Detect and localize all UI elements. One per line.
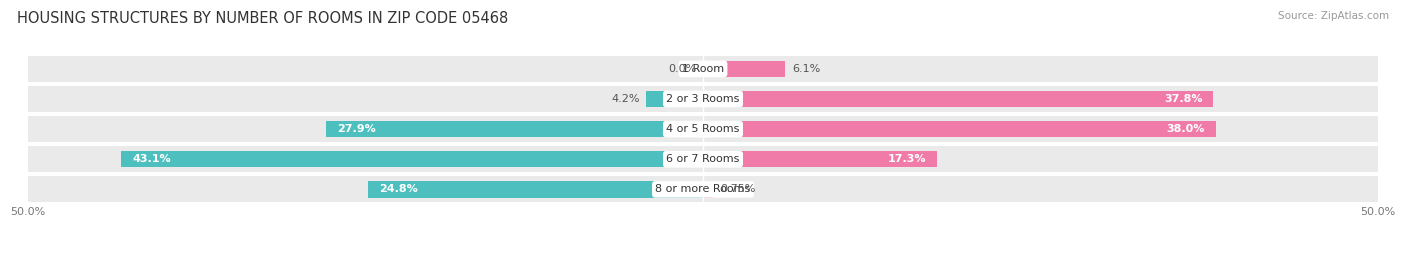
Bar xyxy=(28,56,1378,82)
Bar xyxy=(121,151,703,167)
Text: 43.1%: 43.1% xyxy=(132,154,170,164)
Text: 6 or 7 Rooms: 6 or 7 Rooms xyxy=(666,154,740,164)
Bar xyxy=(28,146,1378,172)
Bar xyxy=(647,91,703,107)
Text: 17.3%: 17.3% xyxy=(887,154,925,164)
Bar xyxy=(28,116,1378,142)
Text: 2 or 3 Rooms: 2 or 3 Rooms xyxy=(666,94,740,104)
Text: 4 or 5 Rooms: 4 or 5 Rooms xyxy=(666,124,740,134)
Text: 8 or more Rooms: 8 or more Rooms xyxy=(655,184,751,194)
Text: 37.8%: 37.8% xyxy=(1164,94,1202,104)
Text: 4.2%: 4.2% xyxy=(612,94,640,104)
Text: 38.0%: 38.0% xyxy=(1167,124,1205,134)
Bar xyxy=(28,86,1378,112)
Text: Source: ZipAtlas.com: Source: ZipAtlas.com xyxy=(1278,11,1389,21)
Bar xyxy=(703,181,713,197)
Bar xyxy=(703,91,1213,107)
Bar xyxy=(368,181,703,197)
Text: 1 Room: 1 Room xyxy=(682,64,724,74)
Bar xyxy=(326,121,703,137)
Text: 0.0%: 0.0% xyxy=(668,64,696,74)
Text: 27.9%: 27.9% xyxy=(337,124,375,134)
Bar xyxy=(28,176,1378,202)
Text: HOUSING STRUCTURES BY NUMBER OF ROOMS IN ZIP CODE 05468: HOUSING STRUCTURES BY NUMBER OF ROOMS IN… xyxy=(17,11,508,26)
Bar xyxy=(703,121,1216,137)
Text: 6.1%: 6.1% xyxy=(792,64,820,74)
Text: 24.8%: 24.8% xyxy=(380,184,418,194)
Bar xyxy=(703,61,786,77)
Text: 0.75%: 0.75% xyxy=(720,184,755,194)
Bar xyxy=(703,151,936,167)
